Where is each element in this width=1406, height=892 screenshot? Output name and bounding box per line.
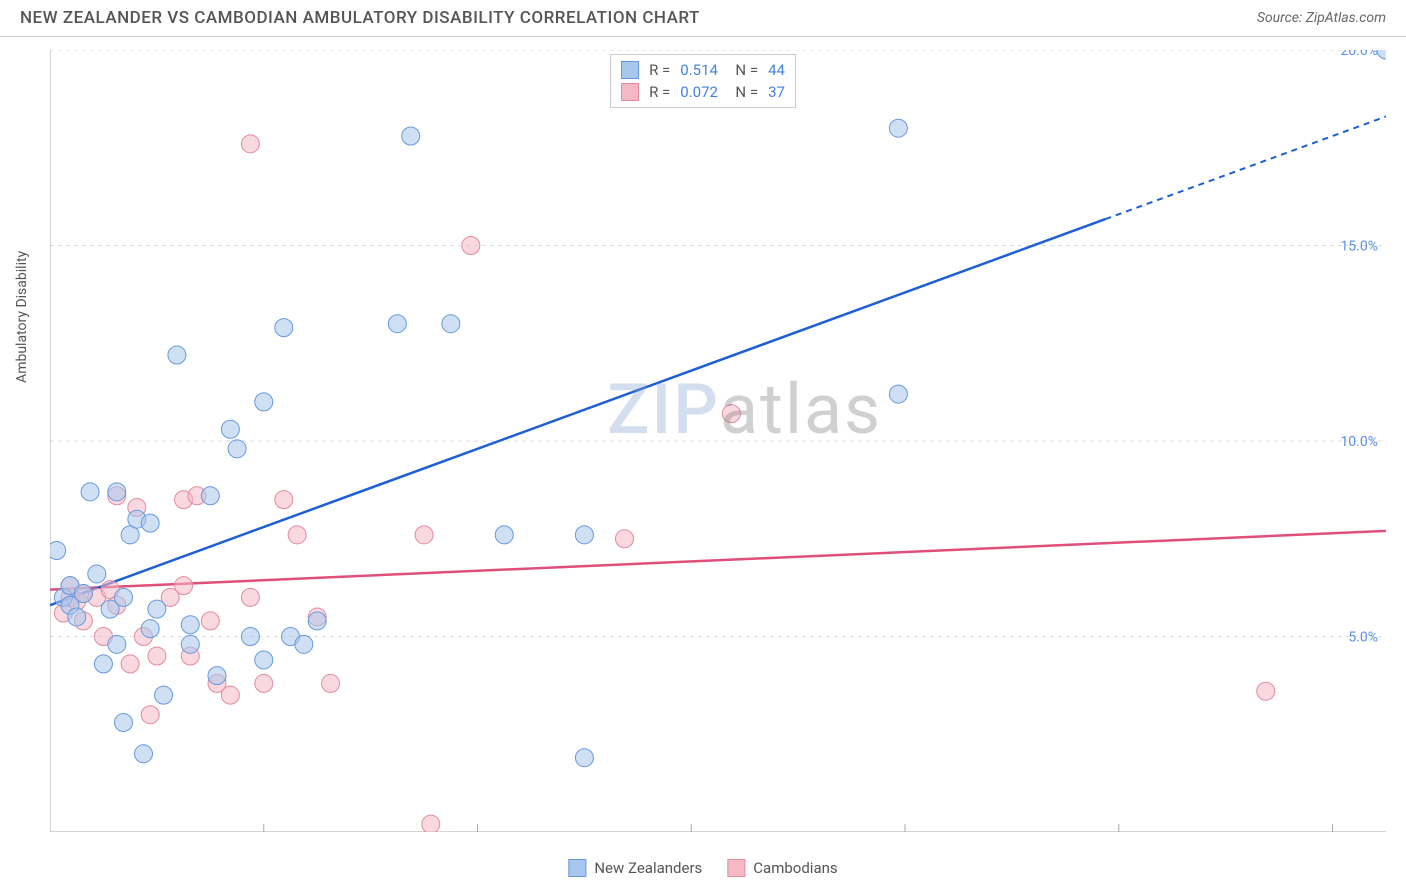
- legend-swatch-a: [568, 859, 586, 877]
- stats-legend: R = 0.514 N = 44 R = 0.072 N = 37: [610, 54, 796, 108]
- r-label-a: R =: [649, 61, 670, 79]
- svg-text:10.0%: 10.0%: [1340, 434, 1378, 450]
- chart-title: NEW ZEALANDER VS CAMBODIAN AMBULATORY DI…: [20, 8, 700, 28]
- chart-header: NEW ZEALANDER VS CAMBODIAN AMBULATORY DI…: [0, 0, 1406, 37]
- swatch-b: [621, 83, 639, 101]
- n-label-b: N =: [728, 83, 758, 101]
- legend-label-a: New Zealanders: [594, 859, 702, 877]
- svg-text:15.0%: 15.0%: [1340, 239, 1378, 255]
- n-label-a: N =: [728, 61, 758, 79]
- svg-text:20.0%: 20.0%: [1340, 50, 1378, 59]
- legend-swatch-b: [727, 859, 745, 877]
- n-value-b: 37: [768, 83, 785, 101]
- scatter-plot: 5.0%10.0%15.0%20.0%0.0%20.0%: [50, 50, 1386, 832]
- legend-item-a: New Zealanders: [568, 859, 702, 877]
- legend-bottom: New Zealanders Cambodians: [568, 859, 837, 877]
- n-value-a: 44: [768, 61, 785, 79]
- chart-source: Source: ZipAtlas.com: [1257, 10, 1386, 26]
- chart-area: Ambulatory Disability 5.0%10.0%15.0%20.0…: [50, 50, 1386, 832]
- stats-row-a: R = 0.514 N = 44: [621, 59, 785, 81]
- y-axis-label: Ambulatory Disability: [14, 251, 30, 383]
- legend-item-b: Cambodians: [727, 859, 837, 877]
- r-label-b: R =: [649, 83, 670, 101]
- swatch-a: [621, 61, 639, 79]
- svg-text:5.0%: 5.0%: [1348, 630, 1378, 646]
- legend-label-b: Cambodians: [753, 859, 837, 877]
- stats-row-b: R = 0.072 N = 37: [621, 81, 785, 103]
- r-value-b: 0.072: [680, 83, 718, 101]
- r-value-a: 0.514: [680, 61, 718, 79]
